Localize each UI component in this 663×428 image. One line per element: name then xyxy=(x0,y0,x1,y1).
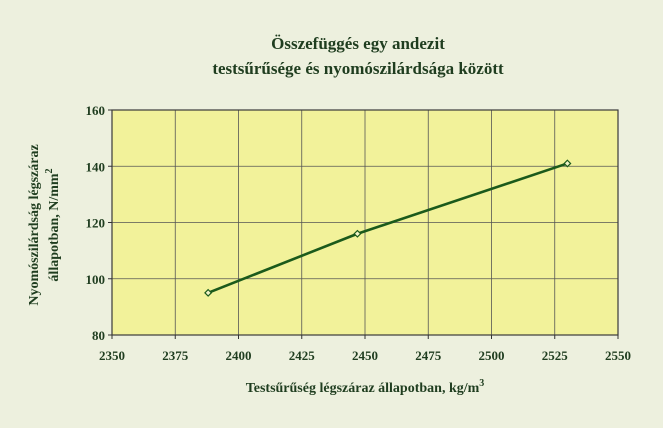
y-tick-label: 120 xyxy=(86,216,106,231)
chart-title-line-2: testsűrűsége és nyomószilárdsága között xyxy=(212,59,504,78)
x-axis-title-superscript: 3 xyxy=(479,378,484,389)
series-layer xyxy=(204,159,572,297)
x-tick-label: 2400 xyxy=(226,348,252,363)
y-tick-label: 160 xyxy=(86,103,106,118)
y-tick-label: 100 xyxy=(86,272,106,287)
tick-labels: 2350 2375 2400 2425 2450 2475 2500 2525 2550 80 10… xyxy=(86,103,632,363)
y-axis-title-line-1: Nyomószilárdság légszáraz xyxy=(27,144,42,305)
y-axis-title-superscript: 2 xyxy=(44,168,55,173)
data-point-marker xyxy=(353,229,362,238)
y-tick-label: 80 xyxy=(92,328,105,343)
x-axis-title: Testsűrűség légszáraz állapotban, kg/m3 xyxy=(246,378,485,396)
x-tick-label: 2425 xyxy=(289,348,316,363)
y-axis-title-line-2-text: állapotban, N/mm xyxy=(47,173,62,281)
y-axis-title-line-2: állapotban, N/mm2 xyxy=(44,168,62,281)
x-tick-label: 2475 xyxy=(415,348,442,363)
chart-title-line-1: Összefüggés egy andezit xyxy=(271,34,445,53)
y-axis-title: Nyomószilárdság légszáraz állapotban, N/… xyxy=(27,144,62,305)
x-tick-label: 2550 xyxy=(605,348,631,363)
x-tick-label: 2450 xyxy=(352,348,378,363)
x-tick-label: 2525 xyxy=(542,348,569,363)
x-tick-label: 2350 xyxy=(99,348,125,363)
data-point-marker xyxy=(204,288,213,297)
x-axis-title-text: Testsűrűség légszáraz állapotban, kg/m xyxy=(246,381,480,396)
x-tick-label: 2500 xyxy=(479,348,505,363)
data-point-marker xyxy=(563,159,572,168)
y-tick-label: 140 xyxy=(86,159,106,174)
x-tick-label: 2375 xyxy=(162,348,189,363)
